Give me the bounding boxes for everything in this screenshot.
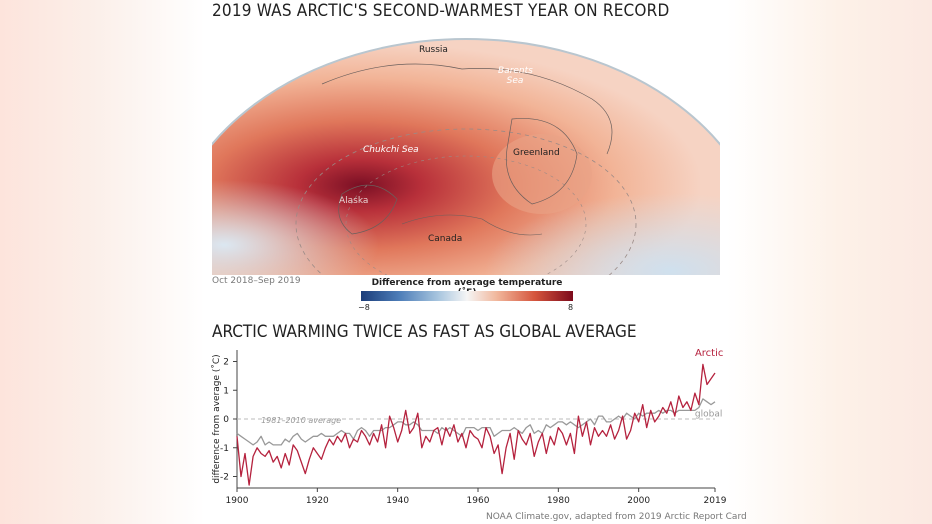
x-tick-label: 1940 — [386, 496, 409, 506]
label-alaska: Alaska — [339, 196, 369, 206]
x-tick-label: 2019 — [704, 496, 727, 506]
map-title: 2019 WAS ARCTIC'S SECOND-WARMEST YEAR ON… — [212, 1, 670, 21]
x-tick-label: 1900 — [226, 496, 249, 506]
map-graphic — [212, 24, 720, 275]
x-tick-label: 1920 — [306, 496, 329, 506]
colorbar-max-label: 8 — [568, 303, 574, 312]
label-greenland: Greenland — [513, 148, 560, 158]
x-tick-label: 2000 — [627, 496, 650, 506]
label-chukchi-sea: Chukchi Sea — [363, 145, 419, 155]
temperature-anomaly-chart: 2 1 0 -1 -2 1900 1920 1940 1960 1980 2000 2019 1981–… — [211, 348, 727, 506]
time-period-label: Oct 2018–Sep 2019 — [212, 276, 301, 286]
y-tick-label: 0 — [223, 415, 229, 425]
x-tick-label: 1960 — [467, 496, 490, 506]
label-russia: Russia — [419, 45, 448, 55]
label-canada: Canada — [428, 234, 463, 244]
series-label-global: global — [695, 409, 722, 419]
y-tick-label: 1 — [223, 386, 229, 396]
y-axis-label: difference from average (˚C) — [211, 354, 222, 483]
series-line-global — [236, 398, 716, 446]
credit-line: NOAA Climate.gov, adapted from 2019 Arct… — [486, 512, 747, 522]
y-tick-label: -1 — [220, 444, 229, 454]
series-line-arctic — [236, 363, 716, 486]
y-tick-label: 2 — [223, 358, 229, 368]
chart-title: ARCTIC WARMING TWICE AS FAST AS GLOBAL A… — [212, 322, 637, 342]
arctic-temperature-map: Russia Barents Sea Chukchi Sea Greenland… — [212, 24, 720, 275]
reference-line-label: 1981–2010 average — [261, 416, 341, 425]
label-barents-sea: Barents Sea — [498, 66, 533, 86]
y-tick-label: -2 — [220, 473, 229, 483]
x-tick-label: 1980 — [547, 496, 570, 506]
colorbar-min-label: −8 — [358, 303, 370, 312]
colorbar — [361, 291, 573, 301]
series-label-arctic: Arctic — [695, 348, 723, 359]
